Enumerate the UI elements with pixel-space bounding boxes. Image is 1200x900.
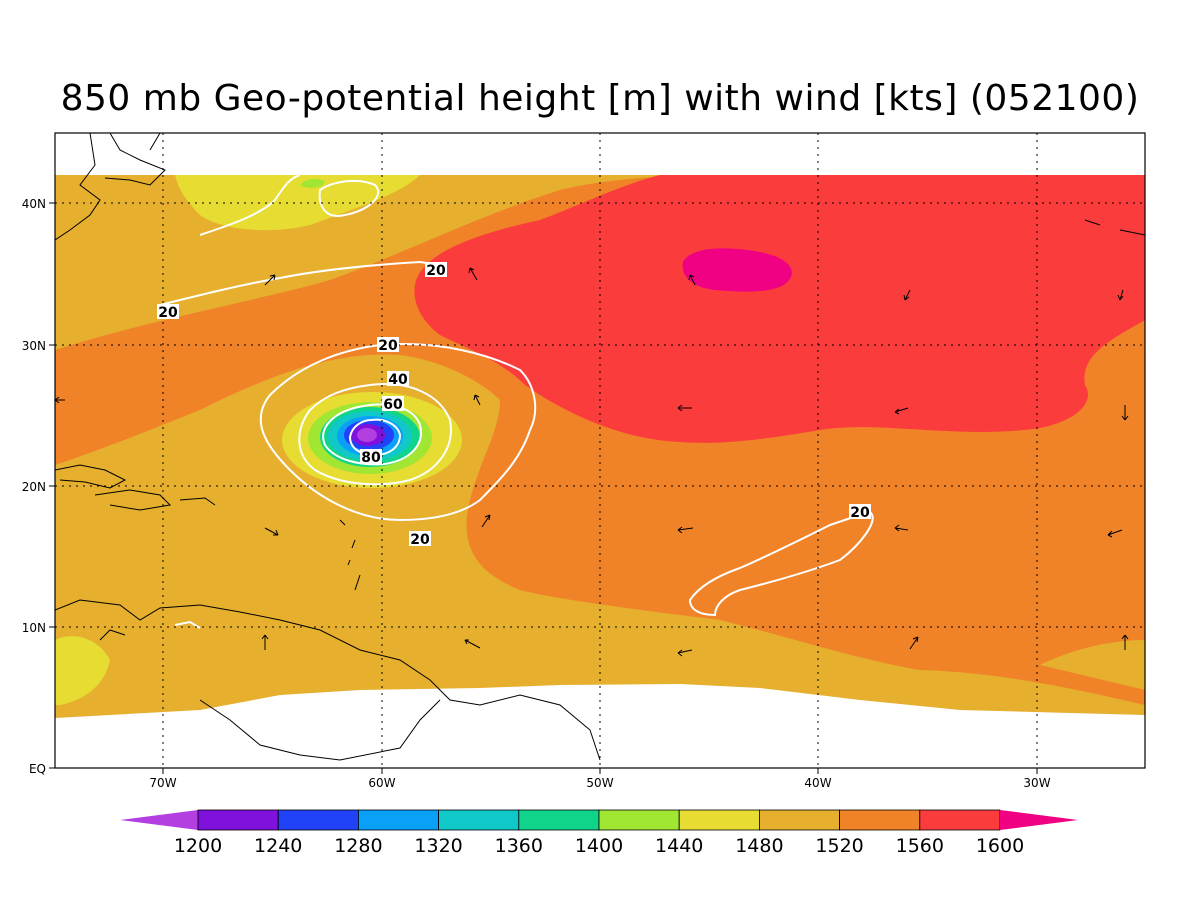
y-tick-label: 30N: [22, 339, 46, 353]
contour-label: 80: [361, 450, 381, 466]
colorbar-segment: [919, 809, 1001, 831]
wind-arrow: [1117, 289, 1124, 301]
wind-arrow: [464, 639, 481, 649]
wind-arrow: [903, 289, 911, 301]
colorbar-label: 1520: [815, 835, 863, 857]
y-tick-label: 40N: [22, 197, 46, 211]
contour-label: 20: [410, 532, 430, 548]
contour-label: 20: [378, 338, 398, 354]
colorbar-label: 1360: [495, 835, 543, 857]
colorbar-label: 1600: [976, 835, 1024, 857]
contour-label: 40: [388, 372, 408, 388]
wind-vectors: [54, 267, 1129, 657]
field-north-1440: [175, 175, 420, 231]
colorbar-segment: [438, 809, 520, 831]
wind-arrow: [481, 514, 491, 528]
wind-arrow: [894, 407, 909, 415]
wind-contours: [159, 174, 874, 629]
colorbar-segment: [197, 809, 279, 831]
colorbar-label: 1480: [735, 835, 783, 857]
colorbar-high-arrow: [1000, 810, 1078, 830]
wind-arrow: [261, 634, 269, 650]
colorbar-segment: [759, 809, 841, 831]
x-tick-label: 40W: [804, 776, 831, 790]
wind-arrow: [688, 274, 696, 286]
coastlines: [55, 133, 1145, 761]
wind-arrow: [1121, 405, 1129, 421]
colorbar-label: 1240: [254, 835, 302, 857]
contour-label: 60: [383, 397, 403, 413]
contour-label: 20: [850, 505, 870, 521]
colorbar-label: 1280: [334, 835, 382, 857]
contour-label: 20: [158, 305, 178, 321]
y-tick-label: EQ: [29, 762, 46, 776]
plot-title: 850 mb Geo-potential height [m] with win…: [60, 78, 1140, 119]
wind-arrow: [54, 396, 65, 404]
contour-labels: 20 20 20 40 60 80 20 20: [157, 262, 871, 548]
field-1560-1600: [414, 175, 1145, 443]
wind-arrow: [264, 274, 276, 286]
wind-arrow: [677, 649, 693, 657]
wind-arrow: [677, 526, 694, 534]
colorbar: 1200 1240 1280 1320 1360 1400 1440 1480 1520 1560…: [120, 809, 1078, 857]
wind-arrow: [894, 524, 909, 532]
missing-data-region: [55, 684, 1145, 768]
y-axis-labels: 40N 30N 20N 10N EQ: [22, 197, 46, 776]
wind-arrow: [677, 404, 692, 412]
grid-lines: [55, 133, 1145, 768]
x-tick-label: 50W: [586, 776, 613, 790]
colorbar-segment: [357, 809, 439, 831]
colorbar-segment: [678, 809, 760, 831]
y-tick-label: 10N: [22, 621, 46, 635]
colorbar-low-arrow: [120, 810, 198, 830]
colorbar-segment: [839, 809, 921, 831]
wind-arrow: [1121, 634, 1129, 650]
tick-marks: [49, 202, 1038, 774]
x-tick-label: 70W: [149, 776, 176, 790]
y-tick-label: 20N: [22, 480, 46, 494]
colorbar-label: 1400: [575, 835, 623, 857]
contour-label: 20: [426, 263, 446, 279]
field-high-1600: [682, 248, 792, 292]
colorbar-label: 1320: [414, 835, 462, 857]
wind-arrow: [909, 636, 919, 650]
colorbar-segment: [598, 809, 680, 831]
colorbar-label: 1200: [174, 835, 222, 857]
colorbar-label: 1560: [896, 835, 944, 857]
x-axis-labels: 70W 60W 50W 40W 30W: [149, 776, 1050, 790]
wind-arrow: [264, 527, 279, 536]
wind-arrow: [468, 267, 478, 281]
colorbar-label: 1440: [655, 835, 703, 857]
colorbar-segment: [277, 809, 359, 831]
x-tick-label: 30W: [1023, 776, 1050, 790]
wind-arrow: [1107, 529, 1123, 538]
colorbar-segment: [518, 809, 600, 831]
x-tick-label: 60W: [368, 776, 395, 790]
wind-arrow: [473, 394, 481, 406]
